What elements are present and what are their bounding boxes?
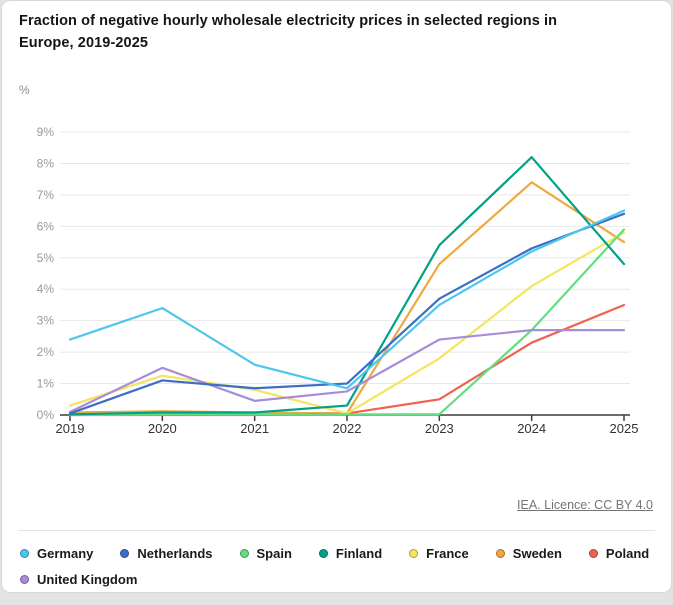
- y-tick-label: 8%: [37, 156, 55, 170]
- line-finland: [68, 156, 626, 416]
- x-tick-label: 2024: [517, 421, 546, 436]
- legend-label: Germany: [37, 546, 94, 561]
- y-tick-label: 5%: [37, 251, 55, 265]
- legend-dot-sweden: [495, 549, 505, 558]
- y-tick-label: 4%: [37, 282, 55, 296]
- legend-item-finland[interactable]: Finland: [318, 546, 383, 561]
- legend-label: Spain: [256, 546, 292, 561]
- legend-item-netherlands[interactable]: Netherlands: [120, 546, 213, 561]
- x-tick-label: 2025: [610, 421, 639, 436]
- y-tick-label: 6%: [37, 219, 55, 233]
- line-netherlands: [68, 212, 626, 415]
- legend-item-sweden[interactable]: Sweden: [495, 546, 562, 561]
- legend-divider: [18, 530, 655, 531]
- licence-link[interactable]: IEA. Licence: CC BY 4.0: [517, 498, 653, 512]
- line-germany: [68, 209, 626, 390]
- legend-label: Finland: [335, 546, 383, 561]
- y-tick-label: 1%: [37, 377, 55, 391]
- legend-dot-spain: [239, 549, 249, 558]
- legend-dot-france: [409, 549, 419, 558]
- x-tick-label: 2020: [148, 421, 177, 436]
- y-tick-label: 2%: [37, 345, 55, 359]
- chart-legend: Germany Netherlands Spain Finland France Swed…: [20, 546, 650, 587]
- legend-item-poland[interactable]: Poland: [588, 546, 650, 561]
- legend-dot-poland: [588, 549, 598, 558]
- legend-label: United Kingdom: [37, 572, 138, 587]
- chart-card: Fraction of negative hourly wholesale el…: [1, 0, 672, 593]
- legend-item-spain[interactable]: Spain: [239, 546, 292, 561]
- line-spain: [68, 228, 626, 417]
- chart-title: Fraction of negative hourly wholesale el…: [19, 13, 558, 52]
- y-tick-label: 3%: [37, 314, 55, 328]
- x-tick-label: 2021: [240, 421, 269, 436]
- line-sweden: [68, 181, 626, 415]
- legend-item-germany[interactable]: Germany: [20, 546, 93, 561]
- line-france: [68, 231, 626, 415]
- legend-dot-netherlands: [120, 549, 130, 558]
- x-tick-label: 2022: [333, 421, 362, 436]
- y-tick-label: 7%: [37, 188, 55, 202]
- y-axis-unit-label: %: [19, 83, 30, 97]
- legend-label: Netherlands: [137, 546, 213, 561]
- x-tick-label: 2019: [56, 421, 85, 436]
- legend-dot-germany: [20, 549, 29, 558]
- legend-dot-finland: [318, 549, 328, 558]
- line-chart: 0% 1% 2% 3% 4% 5% 6% 7% 8% 9% 2019 2020 2021 2022 2023…: [37, 125, 639, 436]
- legend-label: Sweden: [512, 546, 562, 561]
- legend-item-france[interactable]: France: [409, 546, 469, 561]
- line-united-kingdom: [68, 329, 626, 413]
- x-tick-label: 2023: [425, 421, 454, 436]
- legend-label: Poland: [605, 546, 650, 561]
- y-tick-label: 0%: [37, 408, 55, 422]
- y-tick-label: 9%: [37, 125, 55, 139]
- line-poland: [68, 303, 626, 417]
- legend-item-united-kingdom[interactable]: United Kingdom: [20, 572, 137, 587]
- legend-label: France: [426, 546, 469, 561]
- legend-dot-united-kingdom: [20, 575, 29, 584]
